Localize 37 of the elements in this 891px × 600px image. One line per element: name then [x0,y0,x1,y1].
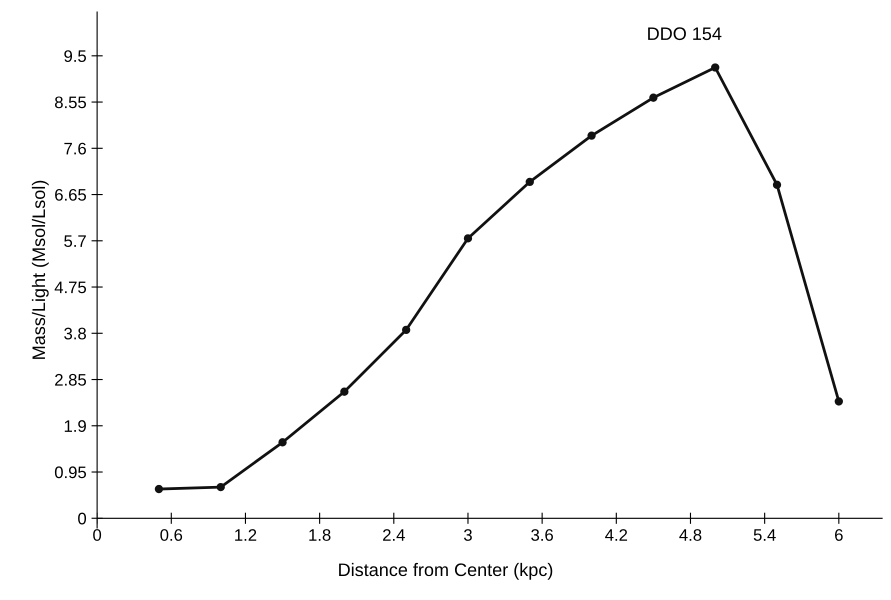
y-tick-label: 8.55 [54,96,86,108]
y-tick-label: 6.65 [55,188,86,201]
y-tick-label: 7.6 [64,142,86,155]
x-tick-label: 6 [835,529,843,541]
point [526,178,534,186]
x-tick-label: 4.2 [605,529,628,541]
x-tick-label: 3.6 [531,529,553,541]
y-tick-label: 5.7 [64,235,86,247]
point [216,482,225,492]
point [711,63,720,72]
y-axis-title: Mass/Light (Msol/Lsol) [32,180,49,359]
y-tick-label: 3.8 [64,328,86,340]
x-tick-label: 5.4 [754,529,776,541]
point [464,234,472,243]
y-tick-label: 4.75 [54,282,86,294]
point [402,326,410,334]
y-tick-label: 9.5 [64,50,86,62]
x-tick-label: 1.8 [309,529,330,541]
x-tick-label: 1.2 [235,529,256,541]
x-tick-label: 0.6 [160,529,182,541]
x-axis-title: Distance from Center (kpc) [339,562,552,580]
x-tick-label: 3 [464,529,472,541]
y-tick-label: 2.85 [55,374,86,386]
point [834,397,843,406]
y-tick-label: 1.9 [64,420,86,432]
annotation: DDO 154 [648,27,722,40]
point [772,180,782,189]
y-tick-label: 0 [78,512,86,524]
y-tick-label: 0.95 [54,466,86,478]
point [340,388,349,396]
point [649,94,658,102]
x-tick-label: 2.4 [383,529,405,541]
x-tick-label: 4.8 [679,529,702,541]
point [278,438,287,446]
point [154,484,164,494]
x-tick-label: 0 [93,529,102,541]
point [587,131,596,140]
